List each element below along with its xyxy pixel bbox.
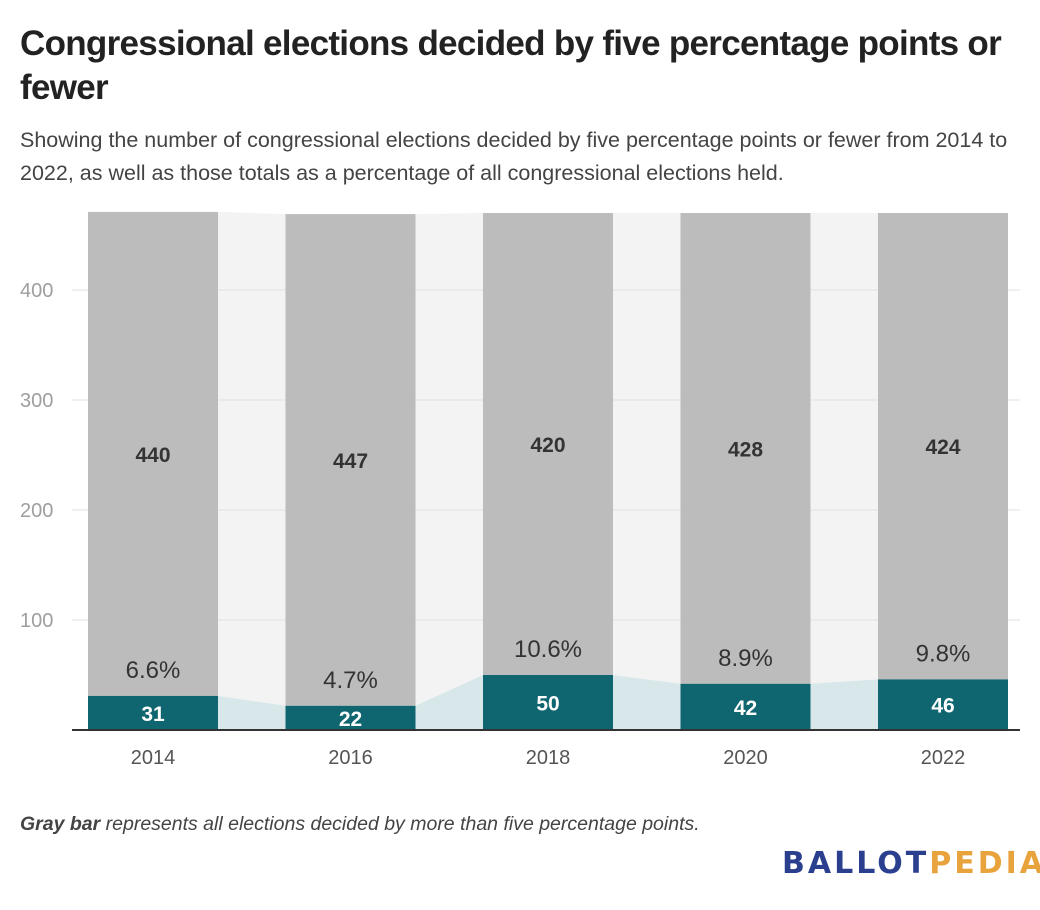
- footnote-bold: Gray bar: [20, 813, 101, 835]
- x-tick-label: 2014: [131, 747, 176, 769]
- bar-total-label: 428: [728, 438, 763, 461]
- bar-total-label: 447: [333, 450, 368, 473]
- bar-total-label: 424: [925, 436, 960, 459]
- bar-close: [285, 705, 416, 730]
- ballotpedia-logo: BALLOTPEDIA: [782, 846, 1040, 881]
- y-tick-label: 100: [20, 610, 53, 632]
- percentage-label: 4.7%: [323, 667, 378, 694]
- connector-area-close: [810, 679, 878, 730]
- bar-close: [680, 683, 811, 730]
- y-tick-label: 200: [20, 500, 53, 522]
- connector-area-close: [218, 695, 286, 730]
- bar-other: [285, 214, 416, 706]
- percentage-label: 10.6%: [514, 636, 582, 663]
- bar-other: [88, 211, 218, 696]
- bar-close-label: 42: [734, 697, 757, 720]
- percentage-label: 8.9%: [718, 645, 773, 672]
- bar-close: [483, 675, 613, 730]
- x-tick-label: 2022: [921, 747, 966, 769]
- logo-part-pedia: PEDIA: [929, 846, 1040, 881]
- connector-area-other: [810, 213, 878, 684]
- bar-chart: 440 31 6.6% 447 22 4.7% 420 50 10.6% 428 42 8.9% 424…: [20, 211, 1020, 769]
- bar-close-label: 31: [141, 703, 165, 726]
- bar-total-label: 420: [530, 434, 565, 457]
- footnote-text: represents all elections decided by more…: [100, 813, 700, 835]
- bar-other: [878, 213, 1008, 680]
- x-axis: 2014 2016 2018 2020 2022: [131, 747, 966, 769]
- footnote: Gray bar represents all elections decide…: [20, 813, 700, 836]
- connector-area-close: [415, 675, 483, 730]
- x-tick-label: 2020: [723, 747, 768, 769]
- y-tick-label: 300: [20, 390, 53, 412]
- connector-area-other: [218, 211, 286, 706]
- logo-part-ballot: BALLOT: [782, 846, 930, 881]
- bar-other: [680, 213, 811, 684]
- bar-close: [878, 679, 1008, 730]
- chart-subtitle: Showing the number of congressional elec…: [20, 128, 1008, 185]
- percentage-label: 9.8%: [916, 640, 971, 667]
- connector-area-other: [415, 213, 483, 706]
- bar-close-label: 50: [536, 693, 559, 716]
- percentage-label: 6.6%: [126, 657, 181, 684]
- connector-area-other: [613, 213, 681, 684]
- bar-other: [483, 213, 613, 675]
- connector-areas: [218, 211, 878, 730]
- bar-close: [88, 695, 218, 730]
- bar-close-label: 46: [931, 695, 954, 718]
- x-tick-label: 2016: [328, 747, 373, 769]
- bar-close-label: 22: [339, 708, 362, 731]
- bars: [88, 211, 1008, 730]
- y-tick-label: 400: [20, 280, 53, 302]
- bar-labels: 440 31 6.6% 447 22 4.7% 420 50 10.6% 428 42 8.9% 424…: [126, 434, 971, 731]
- y-axis: 100 200 300 400: [20, 280, 53, 632]
- bar-total-label: 440: [135, 444, 170, 467]
- x-tick-label: 2018: [526, 747, 571, 769]
- chart-title: Congressional elections decided by five …: [20, 24, 1002, 107]
- connector-area-close: [613, 675, 681, 730]
